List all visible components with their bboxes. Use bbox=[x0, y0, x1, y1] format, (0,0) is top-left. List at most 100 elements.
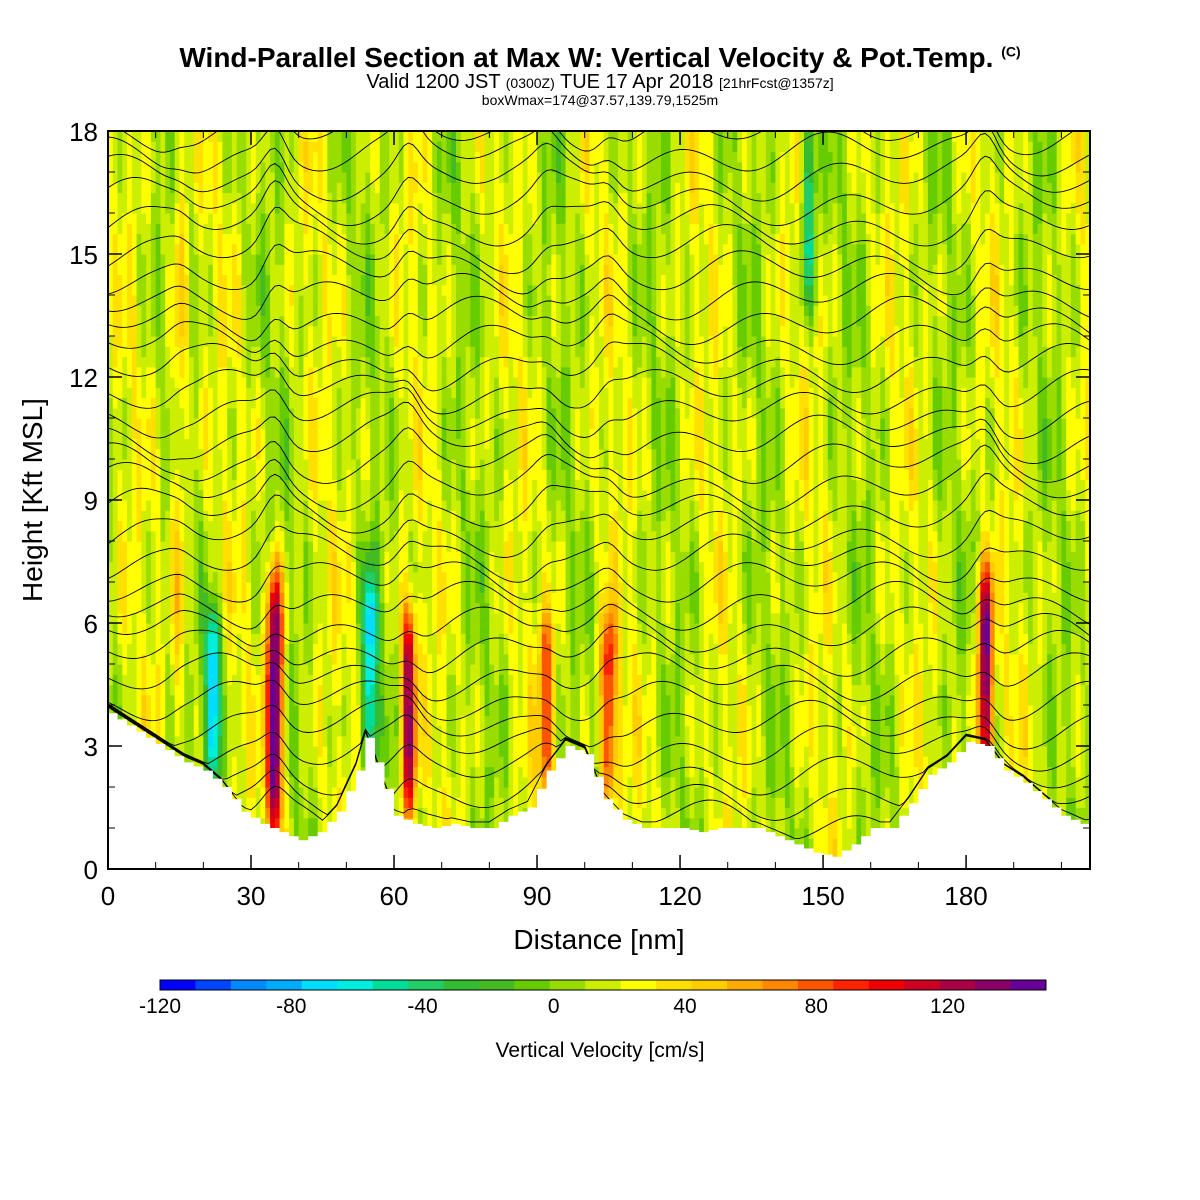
field-cell bbox=[408, 459, 414, 470]
field-cell bbox=[289, 172, 295, 183]
field-cell bbox=[384, 664, 390, 675]
field-cell bbox=[336, 182, 343, 194]
field-cell bbox=[274, 325, 281, 337]
field-cell bbox=[108, 141, 114, 153]
field-cell bbox=[322, 428, 328, 440]
field-cell bbox=[112, 571, 119, 583]
field-cell bbox=[389, 776, 395, 788]
field-cell bbox=[284, 735, 290, 747]
field-cell bbox=[322, 674, 328, 686]
field-cell bbox=[260, 295, 266, 306]
field-cell bbox=[332, 520, 338, 532]
field-cell bbox=[332, 797, 338, 809]
field-cell bbox=[255, 223, 262, 235]
field-cell bbox=[312, 264, 319, 276]
field-cell bbox=[284, 366, 290, 378]
field-cell bbox=[117, 674, 123, 686]
field-cell bbox=[279, 787, 285, 798]
field-cell bbox=[122, 459, 128, 470]
field-cell bbox=[417, 377, 424, 388]
field-cell bbox=[384, 428, 390, 440]
field-cell bbox=[403, 510, 409, 522]
field-cell bbox=[360, 530, 367, 542]
field-cell bbox=[131, 264, 138, 276]
field-cell bbox=[174, 582, 181, 593]
field-cell bbox=[284, 489, 290, 501]
field-cell bbox=[317, 674, 324, 686]
field-cell bbox=[355, 479, 362, 491]
field-cell bbox=[293, 510, 300, 522]
field-cell bbox=[394, 674, 400, 686]
field-cell bbox=[346, 387, 352, 399]
field-cell bbox=[332, 141, 338, 153]
field-cell bbox=[227, 684, 233, 696]
field-cell bbox=[332, 725, 338, 737]
field-cell bbox=[222, 766, 228, 778]
field-cell bbox=[293, 807, 300, 819]
field-cell bbox=[231, 756, 238, 768]
field-cell bbox=[112, 295, 119, 306]
field-cell bbox=[112, 612, 119, 624]
field-cell bbox=[303, 664, 309, 675]
field-cell bbox=[341, 243, 347, 255]
field-cell bbox=[332, 500, 338, 511]
field-cell bbox=[217, 582, 224, 593]
field-cell bbox=[265, 387, 271, 399]
field-cell bbox=[241, 664, 247, 675]
field-cell bbox=[227, 592, 233, 604]
field-cell bbox=[384, 315, 390, 327]
field-cell bbox=[384, 448, 390, 460]
field-cell bbox=[274, 469, 281, 481]
field-cell bbox=[169, 131, 176, 142]
field-cell bbox=[308, 684, 314, 696]
field-cell bbox=[403, 643, 409, 655]
field-cell bbox=[265, 612, 271, 624]
field-cell bbox=[279, 705, 285, 716]
field-cell bbox=[303, 705, 309, 716]
field-cell bbox=[251, 500, 257, 511]
field-cell bbox=[384, 612, 390, 624]
field-cell bbox=[432, 418, 438, 429]
field-cell bbox=[317, 459, 324, 470]
field-cell bbox=[303, 715, 309, 727]
field-cell bbox=[365, 418, 371, 429]
field-cell bbox=[432, 787, 438, 798]
field-cell bbox=[251, 254, 257, 265]
field-cell bbox=[432, 725, 438, 737]
field-cell bbox=[265, 541, 271, 552]
field-cell bbox=[251, 787, 257, 798]
field-cell bbox=[246, 325, 252, 337]
field-cell bbox=[336, 305, 343, 317]
field-cell bbox=[255, 623, 262, 634]
field-cell bbox=[417, 500, 424, 511]
field-cell bbox=[351, 684, 357, 696]
field-cell bbox=[165, 561, 171, 573]
field-cell bbox=[117, 233, 123, 245]
field-cell bbox=[413, 592, 419, 604]
field-cell bbox=[155, 561, 162, 573]
field-cell bbox=[270, 407, 276, 419]
field-cell bbox=[131, 161, 138, 173]
field-cell bbox=[165, 131, 171, 142]
field-cell bbox=[265, 582, 271, 593]
field-cell bbox=[265, 797, 271, 809]
field-cell bbox=[422, 243, 428, 255]
field-cell bbox=[260, 356, 266, 368]
field-cell bbox=[293, 448, 300, 460]
field-cell bbox=[141, 377, 147, 388]
field-cell bbox=[122, 530, 128, 542]
field-cell bbox=[122, 243, 128, 255]
field-cell bbox=[260, 633, 266, 645]
field-cell bbox=[274, 746, 281, 757]
field-cell bbox=[136, 243, 142, 255]
field-cell bbox=[174, 448, 181, 460]
field-cell bbox=[198, 500, 204, 511]
field-cell bbox=[222, 305, 228, 317]
field-cell bbox=[432, 151, 438, 163]
field-cell bbox=[150, 582, 157, 593]
field-cell bbox=[227, 141, 233, 153]
field-cell bbox=[127, 448, 133, 460]
field-cell bbox=[279, 397, 285, 409]
field-cell bbox=[108, 346, 114, 358]
field-cell bbox=[332, 623, 338, 634]
